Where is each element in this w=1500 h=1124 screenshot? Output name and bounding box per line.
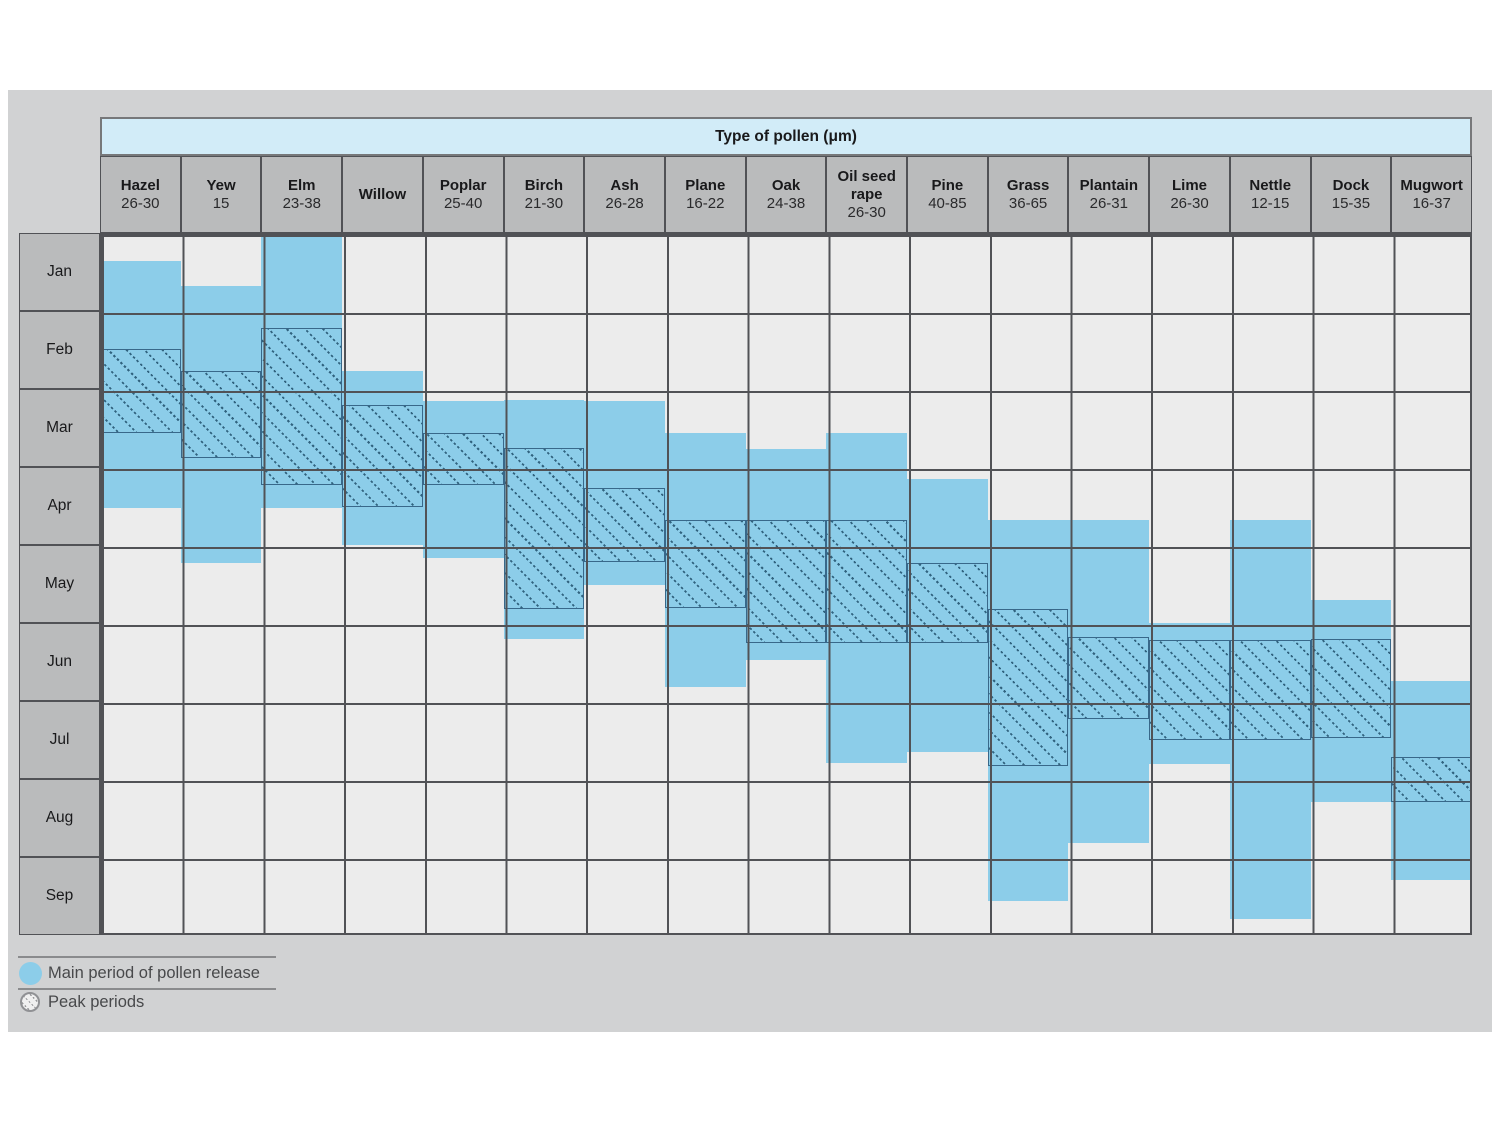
month-label-jan: Jan: [19, 233, 100, 311]
elm-peak-period-overlay: [261, 328, 343, 485]
column-header-name: Yew: [206, 176, 236, 194]
grass-peak-period-overlay: [987, 608, 1069, 766]
yew-peak-period-overlay: [180, 371, 262, 459]
willow-peak-period-overlay: [342, 405, 423, 507]
column-header-name: Nettle: [1249, 176, 1292, 194]
legend-peak-periods-label: Peak periods: [48, 993, 145, 1011]
column-header-size: 12-15: [1251, 194, 1290, 212]
pollen-type-header-row: Hazel 26-30 Yew 15 Elm 23-38 Willow Poplar 25-40…: [100, 156, 1472, 233]
column-header-size: 15-35: [1331, 194, 1371, 212]
month-label-jul: Jul: [19, 701, 100, 779]
column-header-nettle: Nettle 12-15: [1229, 156, 1311, 233]
dock-peak-period-overlay: [1310, 639, 1392, 738]
column-header-name: Elm: [288, 176, 316, 194]
month-label-text: Jan: [47, 263, 72, 280]
month-label-jun: Jun: [19, 623, 100, 701]
oak-peak-period-overlay: [745, 520, 827, 644]
legend-peak-periods-swatch: [20, 992, 40, 1012]
legend-divider-middle: [18, 988, 276, 990]
pine-peak-period-overlay: [907, 562, 988, 644]
ash-peak-period-overlay: [584, 488, 665, 563]
column-header-size: 26-30: [121, 194, 160, 212]
legend-main-period-label: Main period of pollen release: [48, 964, 260, 982]
lime-peak-period-overlay: [1149, 640, 1230, 740]
column-header-oil-seed-rape: Oil seed rape 26-30: [826, 156, 908, 233]
column-header-poplar: Poplar 25-40: [422, 156, 504, 233]
month-label-text: Jun: [47, 653, 72, 670]
month-label-feb: Feb: [19, 311, 100, 389]
oil-seed-rape-peak-period-overlay: [826, 520, 908, 644]
column-header-plane: Plane 16-22: [664, 156, 746, 233]
month-label-text: May: [44, 575, 75, 592]
column-header-size: 26-30: [847, 203, 886, 221]
month-label-sep: Sep: [19, 857, 100, 935]
poplar-peak-period-overlay: [422, 433, 504, 485]
column-header-name: Dock: [1332, 176, 1370, 194]
column-header-dock: Dock 15-35: [1310, 156, 1392, 233]
column-header-size: 21-30: [524, 194, 564, 212]
column-header-name: Ash: [610, 176, 639, 194]
column-header-size: 26-28: [605, 194, 644, 212]
column-header-size: 26-31: [1089, 194, 1128, 212]
column-header-grass: Grass 36-65: [987, 156, 1069, 233]
hazel-peak-period-overlay: [100, 349, 181, 433]
column-header-size: 36-65: [1008, 194, 1048, 212]
column-header-hazel: Hazel 26-30: [100, 156, 181, 233]
month-label-text: Feb: [46, 341, 73, 358]
plantain-peak-period-overlay: [1068, 637, 1150, 719]
month-label-text: Mar: [46, 419, 73, 436]
column-header-size: 26-30: [1170, 194, 1209, 212]
column-header-pine: Pine 40-85: [907, 156, 988, 233]
month-label-may: May: [19, 545, 100, 623]
month-label-column: Jan Feb Mar Apr May Jun Jul Aug Sep: [19, 233, 100, 935]
column-header-size: 15: [212, 194, 230, 212]
column-header-name: Willow: [358, 185, 407, 203]
column-header-name: Plantain: [1079, 176, 1138, 194]
column-header-size: 23-38: [282, 194, 321, 212]
month-label-text: Jul: [49, 731, 70, 748]
mugwort-peak-period-overlay: [1391, 757, 1472, 803]
nettle-peak-period-overlay: [1229, 640, 1311, 740]
month-label-apr: Apr: [19, 467, 100, 545]
calendar-grid-body: [100, 233, 1472, 935]
column-header-name: Plane: [685, 176, 726, 194]
column-header-name: Poplar: [439, 176, 487, 194]
plane-peak-period-overlay: [664, 520, 746, 609]
column-header-name: Birch: [524, 176, 564, 194]
column-header-lime: Lime 26-30: [1149, 156, 1230, 233]
legend-divider-top: [18, 956, 276, 958]
column-header-plantain: Plantain 26-31: [1068, 156, 1150, 233]
month-label-text: Sep: [45, 887, 74, 904]
column-header-elm: Elm 23-38: [261, 156, 343, 233]
column-header-size: 16-22: [686, 194, 725, 212]
column-header-name: Grass: [1006, 176, 1050, 194]
column-header-name: Hazel: [120, 176, 160, 194]
column-header-willow: Willow: [342, 156, 423, 233]
column-header-oak: Oak 24-38: [745, 156, 827, 233]
legend-main-period-swatch: [19, 962, 42, 985]
column-header-yew: Yew 15: [180, 156, 262, 233]
month-label-aug: Aug: [19, 779, 100, 857]
chart-title: Type of pollen (μm): [100, 117, 1472, 156]
birch-peak-period-overlay: [503, 448, 585, 609]
column-header-mugwort: Mugwort 16-37: [1391, 156, 1472, 233]
month-label-text: Aug: [45, 809, 74, 826]
column-header-name: Mugwort: [1400, 176, 1463, 194]
column-header-size: 16-37: [1412, 194, 1451, 212]
column-header-size: 40-85: [928, 194, 967, 212]
month-label-mar: Mar: [19, 389, 100, 467]
column-header-size: 25-40: [443, 194, 483, 212]
column-header-name: Lime: [1172, 176, 1208, 194]
column-header-ash: Ash 26-28: [584, 156, 665, 233]
month-label-text: Apr: [47, 497, 72, 514]
column-header-birch: Birch 21-30: [503, 156, 585, 233]
column-header-name: Pine: [931, 176, 964, 194]
column-header-name: Oak: [771, 176, 801, 194]
column-header-size: 24-38: [766, 194, 806, 212]
column-header-name: Oil seed rape: [837, 167, 896, 203]
